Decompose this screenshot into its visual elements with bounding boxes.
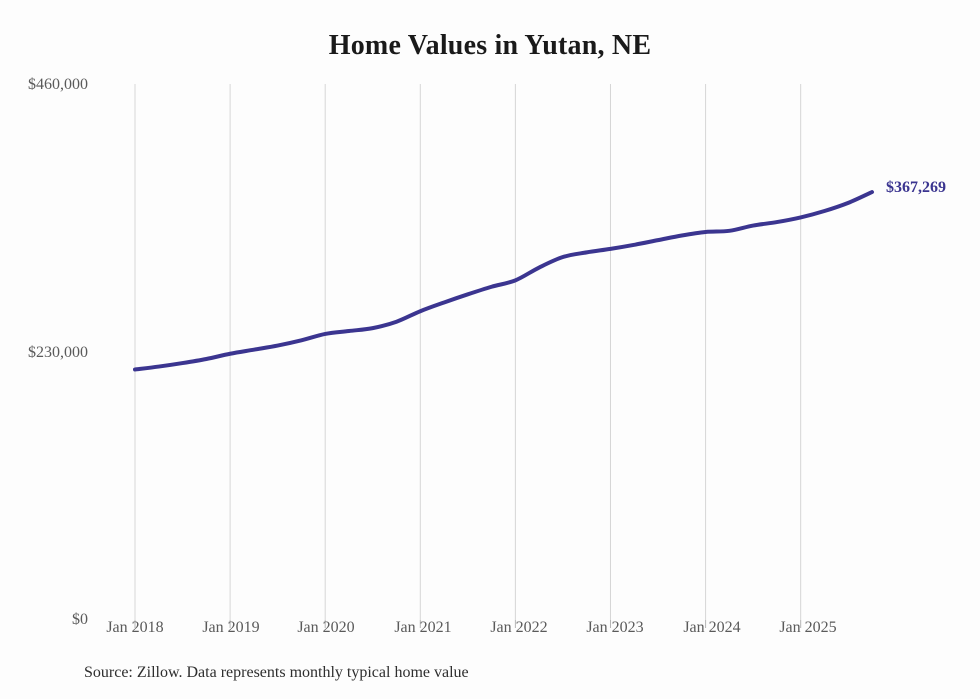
x-axis-tick-label-jan-2021: Jan 2021 [394,619,452,636]
y-axis-tick-label-230000: $230,000 [28,344,88,361]
x-axis-tick-label-jan-2022: Jan 2022 [490,619,548,636]
x-axis-tick-label-jan-2025: Jan 2025 [779,619,837,636]
chart-title: Home Values in Yutan, NE [328,30,652,61]
x-axis-tick-label-jan-2020: Jan 2020 [297,619,355,636]
y-axis-tick-label-460000: $460,000 [28,76,88,93]
end-value-annotation-label: $367,269 [886,179,946,197]
x-axis-tick-label-jan-2019: Jan 2019 [202,619,260,636]
chart-source-footnote: Source: Zillow. Data represents monthly … [84,664,469,681]
series-line-typical-home-value [133,190,874,372]
x-axis-tick-label-jan-2024: Jan 2024 [683,619,741,636]
x-axis-tick-label-jan-2023: Jan 2023 [586,619,644,636]
x-axis-tick-label-jan-2018: Jan 2018 [106,619,164,636]
y-axis-tick-label-0: $0 [72,611,88,628]
axis-ticks-group [134,620,802,628]
